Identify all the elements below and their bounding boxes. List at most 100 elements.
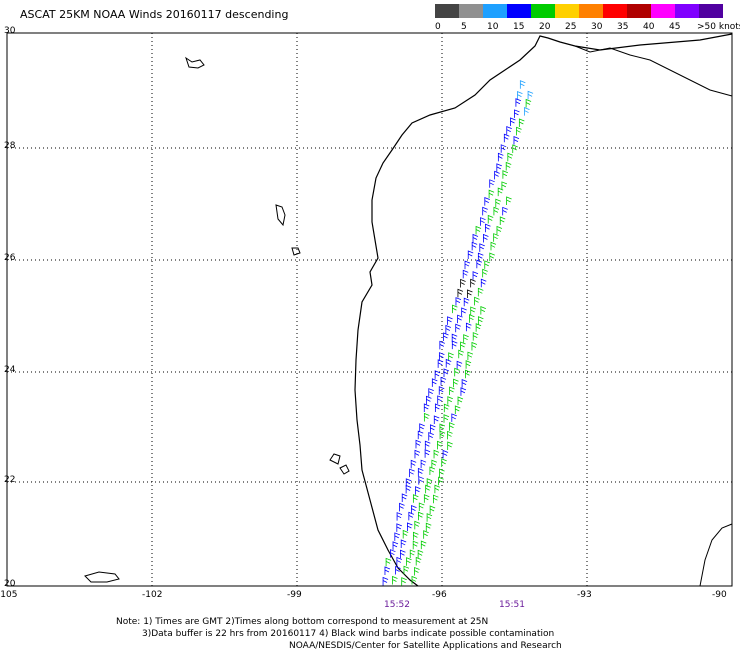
lake-shape (185, 56, 205, 69)
wind-barb (382, 576, 389, 586)
wind-barb (447, 316, 453, 325)
longitude-label: -99 (287, 590, 302, 600)
wind-barb (415, 486, 421, 495)
wind-barb (506, 196, 512, 206)
wind-barb (471, 241, 478, 251)
wind-barb (440, 376, 447, 386)
wind-barb (431, 378, 438, 387)
wind-barb (418, 476, 424, 485)
legend-label: 25 (565, 22, 577, 32)
wind-barb (445, 324, 452, 334)
wind-barb (445, 358, 452, 368)
wind-barb (484, 260, 490, 269)
wind-barb (429, 505, 436, 514)
wind-barb (502, 206, 508, 216)
wind-barb (451, 333, 458, 343)
wind-barb (411, 505, 417, 514)
wind-barb (482, 268, 488, 278)
wind-barb (441, 458, 447, 467)
wind-barb (480, 217, 486, 226)
wind-barb (477, 316, 484, 325)
longitude-label: -90 (712, 590, 727, 600)
wind-barb (452, 304, 458, 314)
wind-barb (505, 161, 512, 171)
map-frame (6, 32, 733, 587)
wind-barb (458, 349, 464, 359)
wind-barb (507, 152, 513, 162)
latitude-label: 28 (4, 141, 16, 151)
wind-barb (439, 468, 445, 478)
wind-barb (474, 296, 480, 306)
wind-barb (515, 98, 522, 107)
wind-barb (472, 332, 479, 341)
wind-barb (483, 233, 489, 243)
wind-barb (438, 476, 444, 486)
wind-barb (467, 351, 474, 361)
legend-label: 35 (617, 22, 629, 32)
wind-barb (414, 520, 420, 530)
longitude-label: -105 (0, 590, 18, 600)
legend-swatch (459, 4, 483, 18)
wind-barb (454, 367, 460, 377)
wind-barb (449, 422, 455, 431)
wind-barb (392, 575, 398, 585)
legend-swatch (651, 4, 675, 18)
wind-barb (394, 532, 400, 541)
wind-barb (401, 493, 408, 503)
wind-barb (447, 441, 453, 451)
wind-barb (501, 181, 508, 190)
wind-barb (406, 522, 413, 531)
wind-barb (485, 223, 491, 233)
wind-barb (461, 379, 468, 388)
wind-barb (488, 189, 495, 199)
wind-barb (410, 459, 417, 469)
wind-barb (457, 288, 464, 298)
wind-barb (412, 531, 419, 541)
wind-barb (434, 484, 441, 494)
wind-barb (415, 439, 422, 449)
wind-barb (448, 352, 454, 361)
wind-barbs (382, 80, 534, 586)
wind-barb (513, 136, 520, 145)
wind-barb (425, 522, 432, 532)
wind-barb (447, 396, 453, 405)
wind-barb (502, 170, 509, 179)
wind-barb (412, 494, 419, 503)
wind-barb (467, 289, 473, 298)
wind-barb (487, 214, 494, 224)
wind-barb (456, 360, 463, 370)
lake-shape (329, 453, 341, 465)
wind-barb (512, 144, 518, 153)
wind-barb (424, 449, 431, 458)
latitude-label: 22 (4, 475, 16, 485)
wind-barb (472, 233, 479, 243)
longitude-label: -102 (142, 590, 163, 600)
wind-barb (480, 305, 486, 315)
wind-barb (395, 565, 401, 575)
wind-barb (470, 306, 476, 316)
longitude-label: -93 (577, 590, 592, 600)
wind-barb (457, 396, 464, 405)
wind-barb (451, 413, 457, 422)
wind-barb (433, 415, 440, 424)
wind-barb (497, 152, 504, 162)
wind-barb (418, 511, 424, 521)
wind-barb (471, 341, 478, 351)
map-title: ASCAT 25KM NOAA Winds 20160117 descendin… (20, 8, 289, 21)
wind-barb (482, 206, 488, 216)
graticule (7, 33, 732, 586)
note-line-1: Note: 1) Times are GMT 2)Times along bot… (116, 617, 489, 627)
wind-barb (399, 502, 405, 512)
wind-speed-legend: 0 5 10 15 20 25 30 35 40 45 >50 knots (435, 4, 740, 36)
legend-swatch (507, 4, 531, 18)
legend-label: 40 (643, 22, 655, 32)
wind-barb (524, 106, 530, 116)
legend-swatch (555, 4, 579, 18)
legend-label: 10 (487, 22, 499, 32)
wind-barb (516, 126, 522, 136)
latitude-label: 20 (4, 579, 16, 589)
legend-label: 5 (461, 22, 467, 32)
wind-barb (406, 557, 412, 566)
wind-barb (464, 260, 471, 270)
wind-barb (454, 405, 461, 415)
